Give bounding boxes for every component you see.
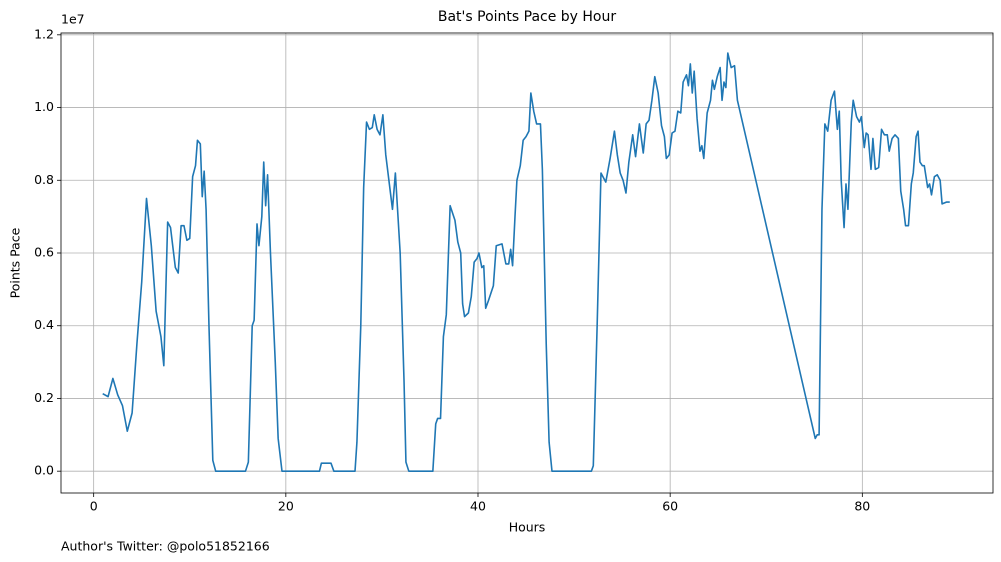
data-line bbox=[102, 52, 950, 472]
y-tick-label: 0.4 bbox=[34, 317, 54, 332]
x-tick-label: 20 bbox=[278, 499, 294, 514]
y-tick-label: 0.6 bbox=[34, 245, 54, 260]
y-tick-label: 0.8 bbox=[34, 172, 54, 187]
x-tick-label: 40 bbox=[470, 499, 486, 514]
annotation: Author's Twitter: @polo51852166 bbox=[61, 539, 270, 554]
y-axis-label: Points Pace bbox=[8, 227, 23, 298]
y-tick-label: 0.2 bbox=[34, 390, 54, 405]
y-offset-label: 1e7 bbox=[61, 12, 85, 27]
x-tick-label: 60 bbox=[662, 499, 678, 514]
plot-frame bbox=[60, 32, 994, 494]
x-axis-label: Hours bbox=[509, 520, 546, 535]
y-tick-label: 1.0 bbox=[34, 99, 54, 114]
chart-title: Bat's Points Pace by Hour bbox=[438, 9, 617, 25]
x-tick-label: 0 bbox=[90, 499, 98, 514]
y-tick-label: 1.2 bbox=[34, 26, 54, 41]
x-tick-label: 80 bbox=[854, 499, 870, 514]
y-tick-label: 0.0 bbox=[34, 463, 54, 478]
